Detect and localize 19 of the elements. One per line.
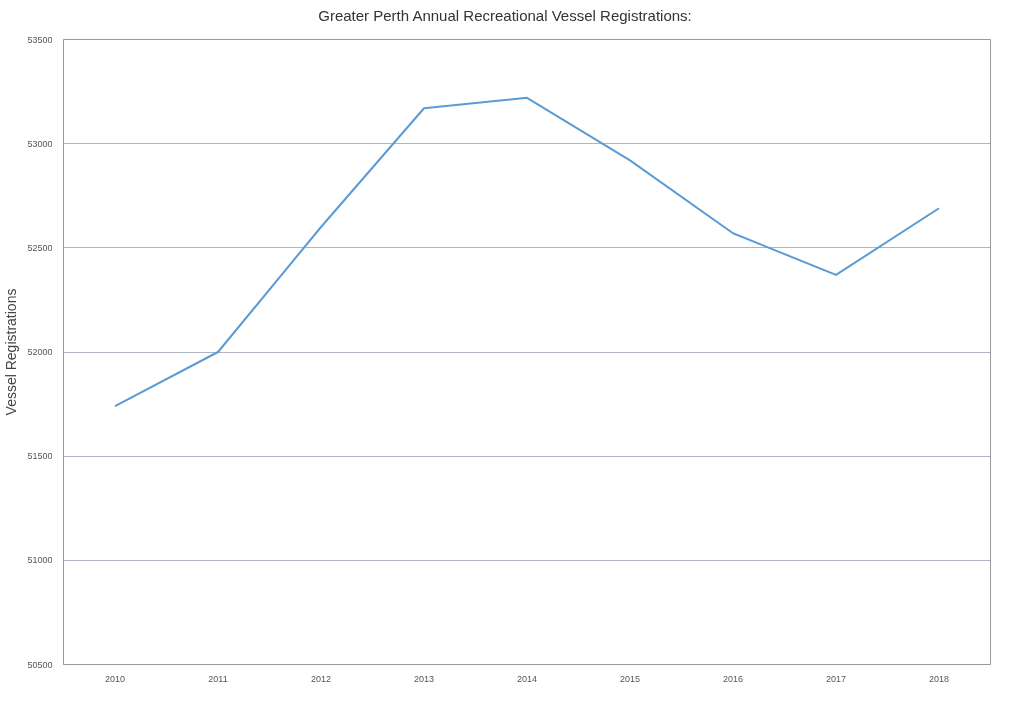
- y-tick-label: 53500: [27, 34, 53, 45]
- x-tick-label: 2012: [310, 673, 332, 684]
- x-tick-label: 2011: [208, 673, 228, 684]
- x-tick-label: 2018: [928, 673, 950, 684]
- x-tick-label: 2010: [104, 673, 126, 684]
- y-tick-label: 52000: [27, 347, 53, 357]
- y-tick-label: 50500: [27, 659, 53, 670]
- y-tick-label: 52500: [27, 242, 53, 253]
- y-tick-label: 51000: [27, 555, 53, 566]
- x-tick-label: 2017: [825, 673, 847, 684]
- x-tick-label: 2014: [516, 673, 538, 684]
- x-tick-label: 2015: [619, 673, 641, 684]
- y-tick-label: 53000: [27, 138, 53, 149]
- y-axis-title: Vessel Registrations: [3, 288, 20, 416]
- x-tick-label: 2016: [722, 673, 744, 684]
- line-series: [114, 96, 940, 408]
- y-tick-label: 51500: [27, 451, 53, 462]
- x-tick-label: 2013: [413, 673, 435, 684]
- chart-title: Greater Perth Annual Recreational Vessel Registrations:: [318, 6, 692, 26]
